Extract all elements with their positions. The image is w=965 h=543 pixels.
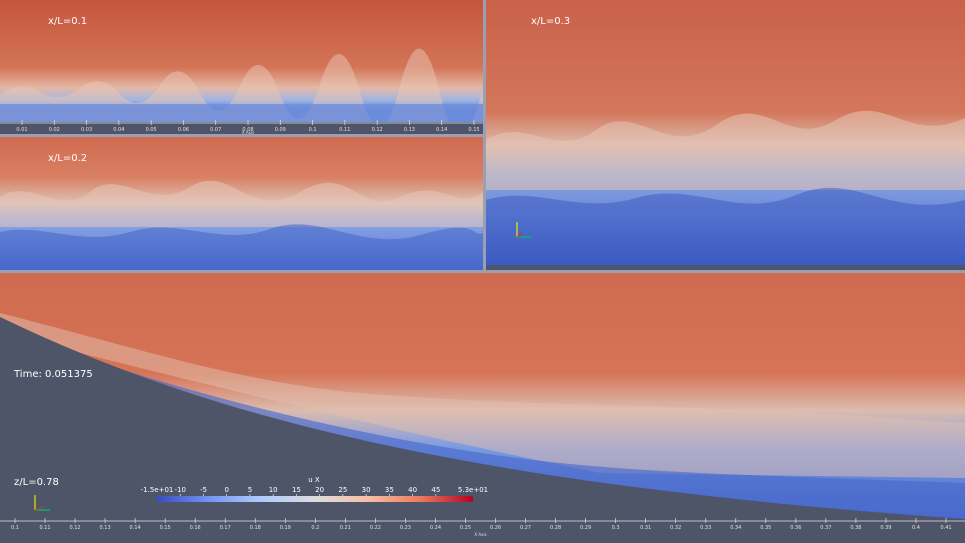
axis-tick-label: 0.12 <box>372 127 383 133</box>
panel-xl-0-3[interactable]: x/L=0.3 <box>486 0 965 270</box>
axis-tick-label: 0.04 <box>113 127 124 133</box>
axis-tick-label: 0.29 <box>580 525 591 531</box>
panel-label: x/L=0.2 <box>48 153 88 164</box>
axis-tick-label: 0.06 <box>178 127 189 133</box>
colorbar-tick-label: 10 <box>269 486 278 494</box>
panel-divider <box>483 0 486 271</box>
colorbar: u X -1.5e+01 5.3e+01 -10 -5 0 5 10 15 20 25 30 35… <box>141 476 488 502</box>
axis-tick-label: 0.33 <box>700 525 711 531</box>
axis-tick-label: 0.23 <box>400 525 411 531</box>
axis-tick-label: 0.05 <box>146 127 157 133</box>
axis-tick-label: 0.1 <box>309 127 317 133</box>
panel-label: x/L=0.3 <box>531 16 571 27</box>
axis-tick-label: 0.39 <box>880 525 891 531</box>
colorbar-tick-label: 40 <box>408 486 417 494</box>
axis-tick-label: 0.09 <box>275 127 286 133</box>
colorbar-tick-label: 25 <box>338 486 347 494</box>
orientation-axes-icon <box>516 222 532 238</box>
colorbar-min-label: -1.5e+01 <box>141 486 174 494</box>
axis-tick-label: 0.26 <box>490 525 501 531</box>
axis-tick-label: 0.25 <box>460 525 471 531</box>
flow-field-main: 0.1 0.11 0.12 0.13 0.14 0.15 0.16 0.17 0.18 0.19 0… <box>0 273 965 543</box>
colorbar-tick-label: 20 <box>315 486 324 494</box>
axis-tick-label: 0.11 <box>39 525 50 531</box>
z-position-label: z/L=0.78 <box>14 477 59 488</box>
axis-tick-label: 0.08 <box>242 127 253 133</box>
axis-tick-label: 0.01 <box>16 127 27 133</box>
axis-tick-label: 0.41 <box>940 525 951 531</box>
axis-tick-label: 0.36 <box>790 525 801 531</box>
colorbar-bar <box>157 496 473 502</box>
panel-divider <box>0 270 965 273</box>
colorbar-tick-label: 15 <box>292 486 301 494</box>
axis-tick-label: 0.18 <box>250 525 261 531</box>
panel-main-view[interactable]: 0.1 0.11 0.12 0.13 0.14 0.15 0.16 0.17 0.18 0.19 0… <box>0 273 965 543</box>
colorbar-title: u X <box>308 476 320 484</box>
colorbar-tick-label: -10 <box>175 486 186 494</box>
colorbar-tick-label: -5 <box>200 486 207 494</box>
colorbar-tick-label: 0 <box>224 486 228 494</box>
axis-tick-label: 0.2 <box>311 525 319 531</box>
axis-tick-label: 0.32 <box>670 525 681 531</box>
panel-xl-0-2[interactable]: x/L=0.2 <box>0 137 483 270</box>
axis-tick-label: 0.07 <box>210 127 221 133</box>
axis-title: X Axis <box>242 130 254 134</box>
panel-divider <box>0 134 483 137</box>
colorbar-tick-label: 35 <box>385 486 394 494</box>
axis-tick-label: 0.24 <box>430 525 441 531</box>
axis-tick-label: 0.14 <box>130 525 141 531</box>
flow-field-xl-0-1: 0.01 0.02 0.03 0.04 0.05 0.06 0.07 0.08 0.09 0.1 0… <box>0 0 483 134</box>
time-label: Time: 0.051375 <box>14 369 93 380</box>
colorbar-max-label: 5.3e+01 <box>458 486 488 494</box>
axis-tick-label: 0.35 <box>760 525 771 531</box>
axis-tick-label: 0.13 <box>404 127 415 133</box>
axis-tick-label: 0.17 <box>220 525 231 531</box>
colorbar-tick-label: 5 <box>248 486 252 494</box>
colorbar-tick-label: 45 <box>431 486 440 494</box>
axis-tick-label: 0.34 <box>730 525 741 531</box>
axis-tick-label: 0.37 <box>820 525 831 531</box>
orientation-axes-icon <box>34 495 50 511</box>
flow-field-xl-0-2 <box>0 137 483 270</box>
axis-tick-label: 0.16 <box>190 525 201 531</box>
panel-xl-0-1[interactable]: 0.01 0.02 0.03 0.04 0.05 0.06 0.07 0.08 0.09 0.1 0… <box>0 0 483 134</box>
colorbar-tick-label: 30 <box>362 486 371 494</box>
axis-tick-label: 0.4 <box>912 525 920 531</box>
panel-label: x/L=0.1 <box>48 16 88 27</box>
axis-tick-label: 0.28 <box>550 525 561 531</box>
axis-tick-label: 0.38 <box>850 525 861 531</box>
axis-tick-label: 0.22 <box>370 525 381 531</box>
axis-tick-label: 0.21 <box>340 525 351 531</box>
axis-tick-label: 0.12 <box>69 525 80 531</box>
axis-tick-label: 0.19 <box>280 525 291 531</box>
axis-title: X Axis <box>474 532 486 537</box>
axis-tick-label: 0.13 <box>100 525 111 531</box>
axis-tick-label: 0.03 <box>81 127 92 133</box>
axis-tick-label: 0.15 <box>160 525 171 531</box>
axis-tick-label: 0.1 <box>11 525 19 531</box>
axis-tick-label: 0.11 <box>339 127 350 133</box>
axis-tick-label: 0.31 <box>640 525 651 531</box>
axis-tick-label: 0.27 <box>520 525 531 531</box>
axis-tick-label: 0.02 <box>49 127 60 133</box>
axis-tick-label: 0.3 <box>612 525 620 531</box>
axis-tick-label: 0.15 <box>468 127 479 133</box>
axis-tick-label: 0.14 <box>436 127 447 133</box>
flow-field-xl-0-3 <box>486 0 965 270</box>
